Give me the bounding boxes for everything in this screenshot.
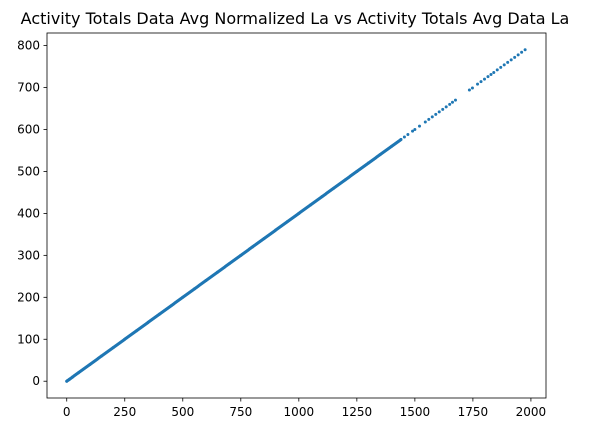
data-point [445,105,448,108]
y-tick-label: 0 [32,374,40,388]
data-point [506,61,509,64]
data-point [471,86,474,89]
x-tick-label: 500 [171,405,194,419]
data-point [438,110,441,113]
data-point [418,125,421,128]
data-point [496,68,499,71]
data-point [503,63,506,66]
data-point [513,56,516,59]
y-tick-label: 800 [17,39,40,53]
data-point [510,58,513,61]
data-point [520,51,523,54]
data-point [403,136,406,139]
data-point [480,80,483,83]
x-tick-label: 750 [229,405,252,419]
data-point [468,89,471,92]
x-tick-label: 1750 [458,405,489,419]
data-point [483,78,486,81]
data-point [499,66,502,69]
x-tick-label: 1250 [342,405,373,419]
data-point [399,138,402,141]
x-tick-label: 250 [113,405,136,419]
data-point [448,103,451,106]
data-point [441,108,444,111]
data-point [424,120,427,123]
y-tick-label: 300 [17,248,40,262]
x-tick-label: 0 [63,405,71,419]
data-point [427,118,430,121]
chart-title: Activity Totals Data Avg Normalized La v… [21,9,570,28]
y-tick-label: 100 [17,332,40,346]
data-point [451,101,454,104]
data-point [406,133,409,136]
y-tick-label: 600 [17,122,40,136]
y-tick-label: 700 [17,81,40,95]
data-point [434,113,437,116]
data-point [454,99,457,102]
data-point [489,73,492,76]
y-tick-label: 400 [17,206,40,220]
x-tick-label: 1500 [400,405,431,419]
data-point [476,83,479,86]
data-point [413,128,416,131]
data-point [517,53,520,56]
y-tick-label: 200 [17,290,40,304]
data-point [524,48,527,51]
data-point [431,115,434,118]
x-tick-label: 1000 [284,405,315,419]
y-tick-label: 500 [17,164,40,178]
data-point [486,75,489,78]
x-tick-label: 2000 [516,405,547,419]
data-point [492,71,495,74]
